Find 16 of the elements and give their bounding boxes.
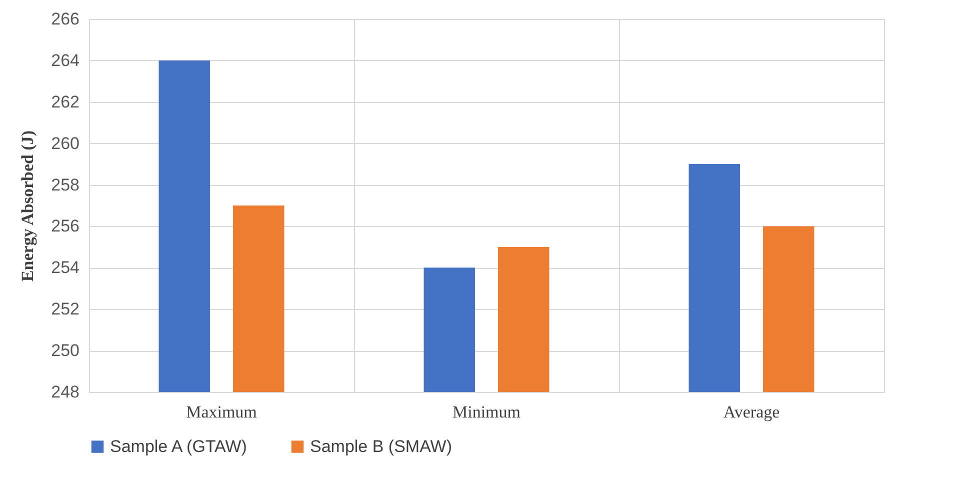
x-tick-label: Average	[723, 402, 780, 422]
y-tick-label: 258	[51, 175, 80, 194]
legend-label: Sample A (GTAW)	[110, 436, 247, 456]
y-axis-title: Energy Absorbed (J)	[18, 130, 38, 282]
y-tick-label: 266	[51, 10, 80, 28]
y-tick-label: 248	[51, 382, 80, 402]
y-tick-label: 262	[51, 92, 80, 112]
y-tick-label: 260	[51, 134, 80, 153]
y-tick-label: 264	[51, 50, 80, 70]
x-tick-label: Maximum	[186, 402, 257, 422]
y-tick-label: 254	[51, 258, 80, 278]
y-tick-label: 252	[51, 300, 80, 319]
legend-label: Sample B (SMAW)	[310, 436, 452, 456]
y-tick-label: 250	[51, 341, 80, 360]
y-tick-label: 256	[51, 216, 80, 236]
x-tick-label: Minimum	[452, 402, 521, 422]
